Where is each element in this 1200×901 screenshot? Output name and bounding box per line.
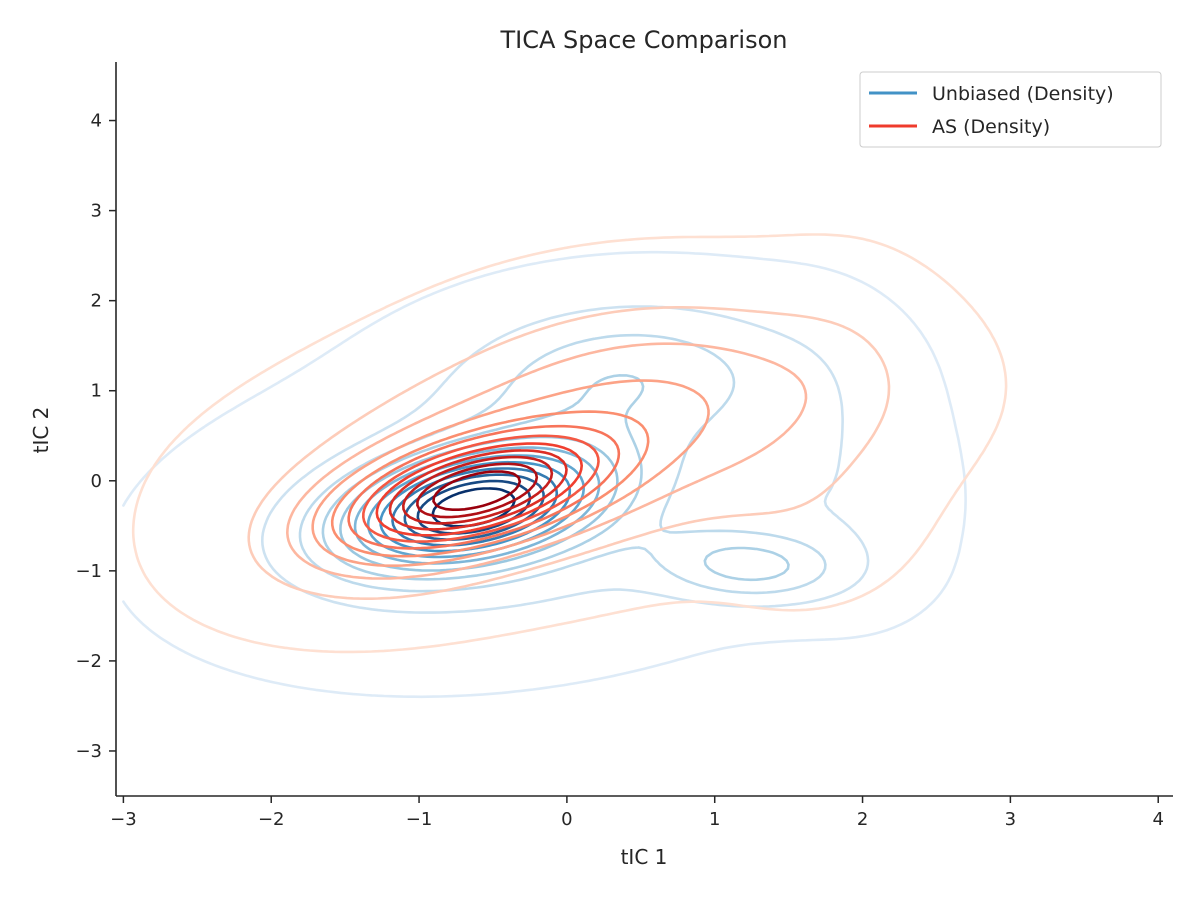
- y-tick-label: −1: [75, 561, 102, 582]
- contour-line: [286, 342, 808, 580]
- x-tick-label: 1: [709, 809, 720, 830]
- y-tick-label: 2: [91, 291, 102, 312]
- contour-line: [321, 374, 790, 582]
- x-axis-label: tIC 1: [621, 845, 668, 869]
- x-tick-label: −3: [110, 809, 137, 830]
- legend-box: [859, 71, 1162, 148]
- contour-line: [402, 455, 554, 525]
- x-tick-label: −1: [406, 809, 433, 830]
- contour-line: [131, 233, 1008, 654]
- contour-line: [247, 306, 891, 600]
- y-tick-label: 0: [91, 471, 102, 492]
- x-ticks: −3 −2 −1 0 1 2 3 4: [110, 796, 1164, 830]
- contour-line: [375, 442, 583, 537]
- x-tick-label: 3: [1005, 809, 1016, 830]
- y-ticks: −3 −2 −1 0 1 2 3 4: [75, 111, 116, 762]
- x-tick-label: 4: [1152, 809, 1163, 830]
- contour-line: [362, 434, 600, 543]
- contour-line: [416, 462, 539, 519]
- contour-line: [403, 473, 545, 541]
- y-tick-label: 1: [91, 381, 102, 402]
- y-tick-label: −3: [75, 741, 102, 762]
- contour-line: [330, 410, 650, 558]
- as-density-contours: [131, 233, 1008, 654]
- chart-title: TICA Space Comparison: [499, 26, 787, 54]
- contour-line: [122, 250, 967, 699]
- x-tick-label: 0: [561, 809, 572, 830]
- legend: Unbiased (Density) AS (Density): [859, 71, 1162, 148]
- legend-label-as: AS (Density): [932, 116, 1050, 138]
- unbiased-density-contours: [122, 250, 967, 699]
- y-tick-label: 4: [91, 111, 102, 132]
- y-axis-label: tIC 2: [29, 407, 53, 454]
- contour-line: [347, 424, 621, 550]
- legend-label-unbiased: Unbiased (Density): [932, 83, 1114, 105]
- x-tick-label: 2: [857, 809, 868, 830]
- y-tick-label: −2: [75, 651, 102, 672]
- contour-line: [432, 470, 522, 511]
- x-tick-label: −2: [258, 809, 285, 830]
- y-tick-label: 3: [91, 201, 102, 222]
- contour-line: [311, 379, 710, 567]
- contour-line: [388, 449, 568, 531]
